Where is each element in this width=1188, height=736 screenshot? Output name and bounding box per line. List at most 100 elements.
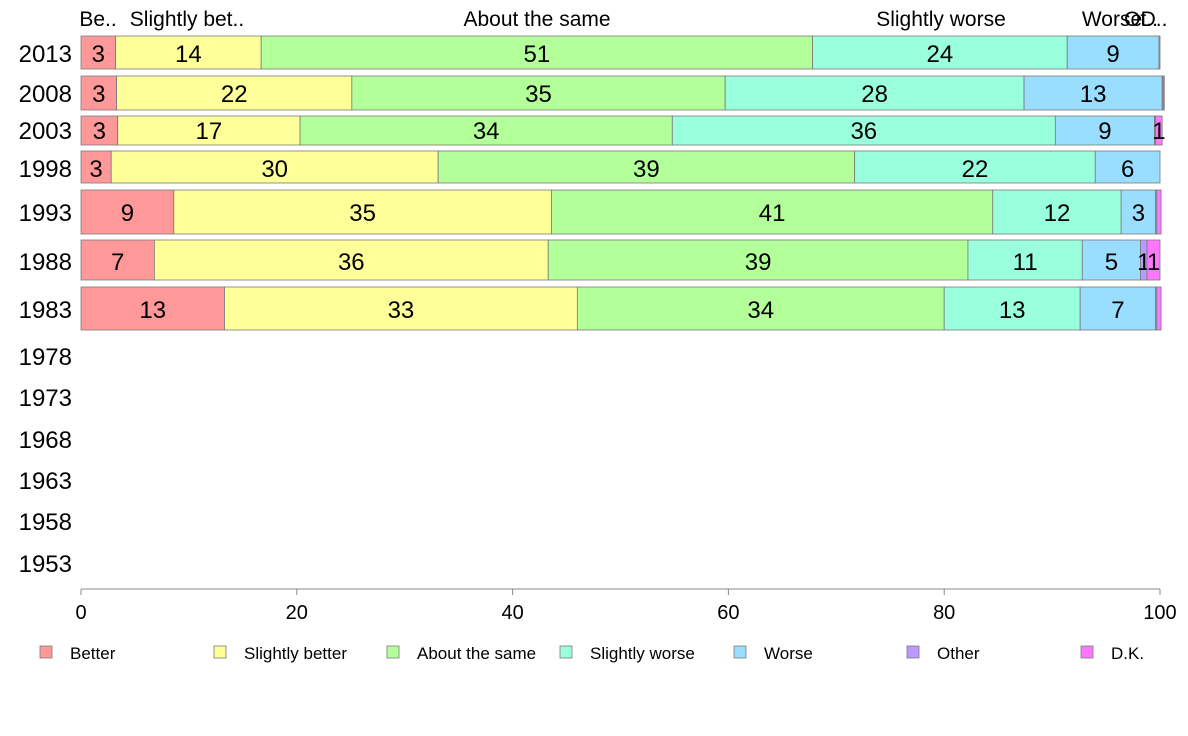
legend-item-about-the-same: About the same: [386, 644, 536, 663]
bar-1993-d-k: [1156, 189, 1162, 235]
data-label-1993-slightly-better: 35: [349, 200, 376, 227]
bars: 3 14 51 24 93 22 35 28 133 17 34 36 9 13 30 39 22 69 35 41 1…: [80, 35, 1166, 331]
bar-2008-about-the-same: [351, 75, 726, 111]
data-label-1988-slightly-better: 36: [338, 249, 365, 276]
legend-swatch: [386, 645, 400, 659]
bar-1993-better: [80, 189, 175, 235]
legend-item-other: Other: [906, 644, 980, 663]
bar-1983-worse: [1079, 286, 1157, 331]
column-header-be: Be..: [79, 8, 116, 31]
data-label-2013-about-the-same: 51: [524, 41, 551, 68]
bar-2013-better: [80, 35, 116, 70]
data-label-1993-about-the-same: 41: [759, 200, 786, 227]
bar-1998-worse: [1094, 150, 1161, 184]
bar-2003-about-the-same: [299, 115, 673, 146]
legend-label: About the same: [417, 644, 536, 663]
x-tick-label: 100: [1143, 602, 1176, 624]
data-label-1983-worse: 7: [1111, 297, 1124, 324]
data-label-2008-slightly-worse: 28: [861, 81, 888, 108]
bar-1983-better: [80, 286, 225, 331]
data-label-2013-worse: 9: [1106, 41, 1119, 68]
data-label-2008-slightly-better: 22: [221, 81, 248, 108]
bar-1998-slightly-better: [110, 150, 439, 184]
data-label-1998-worse: 6: [1121, 156, 1134, 183]
data-label-2008-better: 3: [92, 81, 105, 108]
data-label-1998-about-the-same: 39: [633, 156, 660, 183]
data-label-1988-worse: 5: [1105, 249, 1118, 276]
column-header-slightly-worse: Slightly worse: [876, 8, 1006, 31]
bar-2008-d-k: [1162, 75, 1165, 111]
bar-2003-better: [80, 115, 119, 146]
data-label-1988-d-k: 1: [1147, 249, 1160, 276]
bar-1988-about-the-same: [547, 239, 969, 281]
legend-swatch: [213, 645, 227, 659]
data-label-2003-slightly-better: 17: [196, 118, 223, 145]
bar-2008-slightly-worse: [724, 75, 1025, 111]
data-label-2003-about-the-same: 34: [473, 118, 500, 145]
column-header-slightly-bet: Slightly bet..: [130, 8, 244, 31]
data-label-1993-slightly-worse: 12: [1044, 200, 1071, 227]
data-label-1983-better: 13: [139, 297, 166, 324]
year-label-1968: 1968: [19, 427, 72, 454]
legend-swatch: [906, 645, 920, 659]
data-label-1998-slightly-worse: 22: [962, 156, 989, 183]
year-label-1988: 1988: [19, 249, 72, 276]
bar-1993-slightly-better: [173, 189, 552, 235]
column-header-d: D..: [1141, 8, 1168, 31]
bar-1988-d-k: [1146, 239, 1161, 281]
year-label-2013: 2013: [19, 41, 72, 68]
bar-2013-about-the-same: [260, 35, 813, 70]
legend: Better Slightly better About the same Sligh…: [39, 644, 1144, 663]
bar-1993-slightly-worse: [992, 189, 1122, 235]
x-axis: 0 20 40 60 80 100: [75, 588, 1177, 624]
legend-item-worse: Worse: [733, 644, 813, 663]
legend-swatch: [733, 645, 747, 659]
year-label-1983: 1983: [19, 297, 72, 324]
bar-1988-worse: [1081, 239, 1141, 281]
column-header-ot: Ot..: [1124, 8, 1158, 31]
bar-2003-worse: [1054, 115, 1156, 146]
data-label-2003-better: 3: [93, 118, 106, 145]
data-label-1988-better: 7: [111, 249, 124, 276]
data-label-1998-better: 3: [89, 156, 102, 183]
legend-item-slightly-worse: Slightly worse: [559, 644, 695, 663]
column-header-about-the-same: About the same: [463, 8, 610, 31]
year-label-1993: 1993: [19, 200, 72, 227]
year-label-1978: 1978: [19, 344, 72, 371]
data-label-2013-slightly-better: 14: [175, 41, 202, 68]
bar-1983-slightly-worse: [943, 286, 1081, 331]
bar-1988-slightly-worse: [967, 239, 1083, 281]
bar-1983-d-k: [1156, 286, 1162, 331]
year-label-1953: 1953: [19, 551, 72, 578]
x-tick-label: 60: [717, 602, 739, 624]
year-label-1963: 1963: [19, 468, 72, 495]
year-label-2008: 2008: [19, 81, 72, 108]
year-label-1973: 1973: [19, 385, 72, 412]
data-label-2013-better: 3: [92, 41, 105, 68]
bar-1988-slightly-better: [153, 239, 549, 281]
bar-2008-better: [80, 75, 118, 111]
column-header-worse: Worse: [1082, 8, 1142, 31]
bar-2013-other: [1158, 35, 1161, 70]
legend-label: Slightly better: [244, 644, 347, 663]
data-label-2003-worse: 9: [1098, 118, 1111, 145]
bar-2008-slightly-better: [116, 75, 353, 111]
legend-item-slightly-better: Slightly better: [213, 644, 347, 663]
year-label-2003: 2003: [19, 118, 72, 145]
data-label-1983-about-the-same: 34: [747, 297, 774, 324]
data-label-1988-about-the-same: 39: [745, 249, 772, 276]
x-tick-label: 20: [286, 602, 308, 624]
data-label-2003-d-k: 1: [1152, 118, 1165, 145]
data-label-1998-slightly-better: 30: [261, 156, 288, 183]
data-label-1993-better: 9: [121, 200, 134, 227]
year-label-1998: 1998: [19, 156, 72, 183]
bar-1983-slightly-better: [224, 286, 578, 331]
bar-1998-slightly-worse: [854, 150, 1096, 184]
legend-swatch: [39, 645, 53, 659]
bar-1993-worse: [1120, 189, 1157, 235]
data-label-2013-slightly-worse: 24: [927, 41, 954, 68]
bar-2013-worse: [1066, 35, 1160, 70]
legend-label: D.K.: [1111, 644, 1144, 663]
legend-swatch: [1080, 645, 1094, 659]
year-label-1958: 1958: [19, 509, 72, 536]
